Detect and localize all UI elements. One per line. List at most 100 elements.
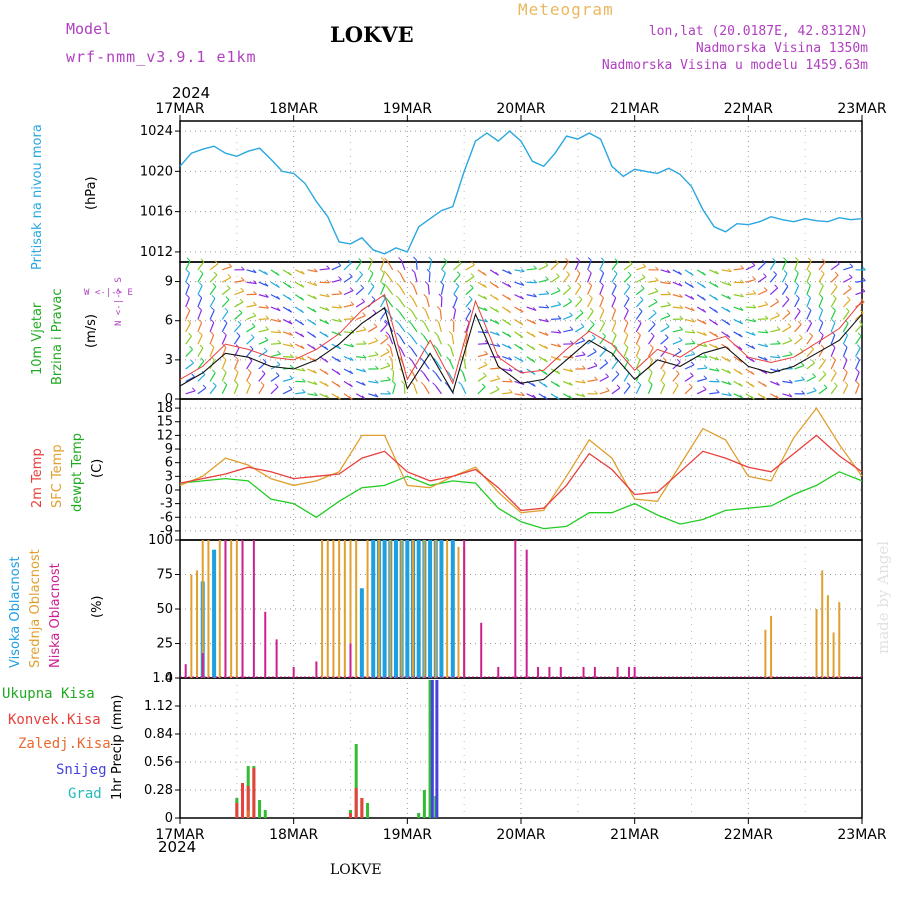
wind-barb-flag [274, 383, 279, 388]
wind-barb [575, 326, 585, 333]
wind-barb-flag [666, 269, 671, 274]
wind-barb-flag [313, 295, 317, 300]
wind-barb-flag [210, 319, 215, 323]
wind-barb-flag [265, 315, 270, 320]
wind-barb [234, 279, 245, 283]
wind-barb [781, 260, 787, 271]
y-tick-label: 0 [165, 671, 173, 686]
wind-barb-flag [420, 332, 425, 337]
wind-barb-flag [714, 296, 719, 301]
wind-barb [319, 306, 330, 312]
low-cloud-bar [184, 664, 187, 678]
wind-barb-flag [300, 333, 305, 338]
wind-barb-flag [289, 343, 294, 347]
wind-barb [782, 312, 791, 320]
wind-barb [806, 322, 813, 333]
wind-barb-flag [484, 350, 489, 355]
wind-barb-flag [520, 268, 525, 273]
wind-barb [185, 310, 191, 320]
wind-barb [460, 384, 467, 395]
wind-barb-flag [738, 371, 743, 375]
wind-barb-flag [288, 271, 292, 276]
wind-barb-flag [386, 343, 391, 348]
low-cloud-bar [514, 540, 517, 678]
wind-barb [448, 372, 455, 382]
wind-barb [307, 269, 318, 273]
wind-barb-flag [568, 298, 572, 302]
high-cloud-bar [416, 540, 421, 678]
wind-barb [550, 331, 562, 334]
wind-barb [684, 331, 696, 334]
wind-barb-flag [300, 296, 305, 301]
wind-barb [562, 287, 572, 296]
wind-barb [368, 340, 378, 345]
wind-barb [282, 343, 293, 347]
wind-barb-flag [336, 383, 341, 388]
wind-barb [733, 393, 744, 399]
wind-barb-flag [374, 393, 379, 398]
y-tick-label: 1.12 [144, 699, 173, 714]
total-precip-bar [258, 800, 262, 818]
wind-barb [574, 299, 583, 308]
wind-barb-flag [844, 331, 848, 336]
wind-barb-flag [587, 257, 592, 261]
low-cloud-bar [241, 540, 244, 678]
wind-barb-flag [677, 347, 682, 352]
wind-barb [246, 384, 252, 395]
wind-barb-flag [587, 269, 592, 274]
wind-barb [745, 278, 756, 283]
wind-barb [769, 261, 777, 271]
wind-barb [428, 272, 431, 283]
wind-barb [234, 312, 243, 320]
wind-barb [599, 362, 609, 370]
wind-barb-flag [520, 392, 525, 396]
y-tick-label: 1020 [140, 164, 173, 179]
wind-barb-flag [579, 309, 584, 314]
wind-barb [380, 351, 390, 358]
wind-barb-flag [301, 378, 306, 383]
wind-barb-flag [325, 382, 329, 387]
wind-barb-flag [761, 259, 766, 264]
high-cloud-bar [382, 540, 387, 678]
wind-barb-flag [397, 269, 401, 274]
wind-barb-flag [776, 326, 781, 330]
wind-barb [526, 294, 537, 298]
wind-barb [770, 314, 780, 320]
wind-barb-flag [400, 380, 405, 385]
low-cloud-bar [593, 666, 596, 678]
wind-barb-flag [856, 356, 860, 361]
wind-barb [563, 368, 574, 373]
wind-barb [709, 380, 720, 383]
wind-barb [830, 347, 836, 357]
wind-barb-flag [654, 287, 659, 292]
wind-barb [758, 331, 769, 334]
pressure-line [179, 130, 863, 255]
wind-barb-flag [412, 256, 417, 261]
wind-barb-flag [807, 306, 812, 311]
wind-barb-flag [796, 307, 801, 312]
wind-barb [477, 375, 487, 382]
wind-barb [635, 322, 642, 333]
wind-barb-flag [762, 273, 767, 277]
wind-barb [209, 310, 215, 320]
low-cloud-bar [224, 540, 227, 678]
wind-barb-flag [751, 262, 756, 266]
mid-cloud-bar [412, 540, 415, 678]
wind-barb [721, 368, 731, 374]
wind-barb-flag [433, 344, 437, 349]
wind-barb-flag [471, 261, 475, 266]
wind-barb-flag [380, 257, 385, 261]
low-cloud-bar [252, 540, 255, 678]
wind-barb [721, 380, 732, 386]
wind-barb [331, 331, 342, 336]
wind-barb-flag [360, 284, 364, 289]
wind-barb-flag [301, 356, 306, 361]
snow-bar [435, 680, 439, 818]
wind-barb [745, 306, 756, 309]
wind-barb [818, 297, 824, 308]
wind-barb [818, 322, 824, 333]
wind-barb [391, 358, 394, 370]
wind-barb [477, 306, 488, 312]
wind-barb [477, 386, 486, 395]
wind-barb [221, 371, 227, 382]
